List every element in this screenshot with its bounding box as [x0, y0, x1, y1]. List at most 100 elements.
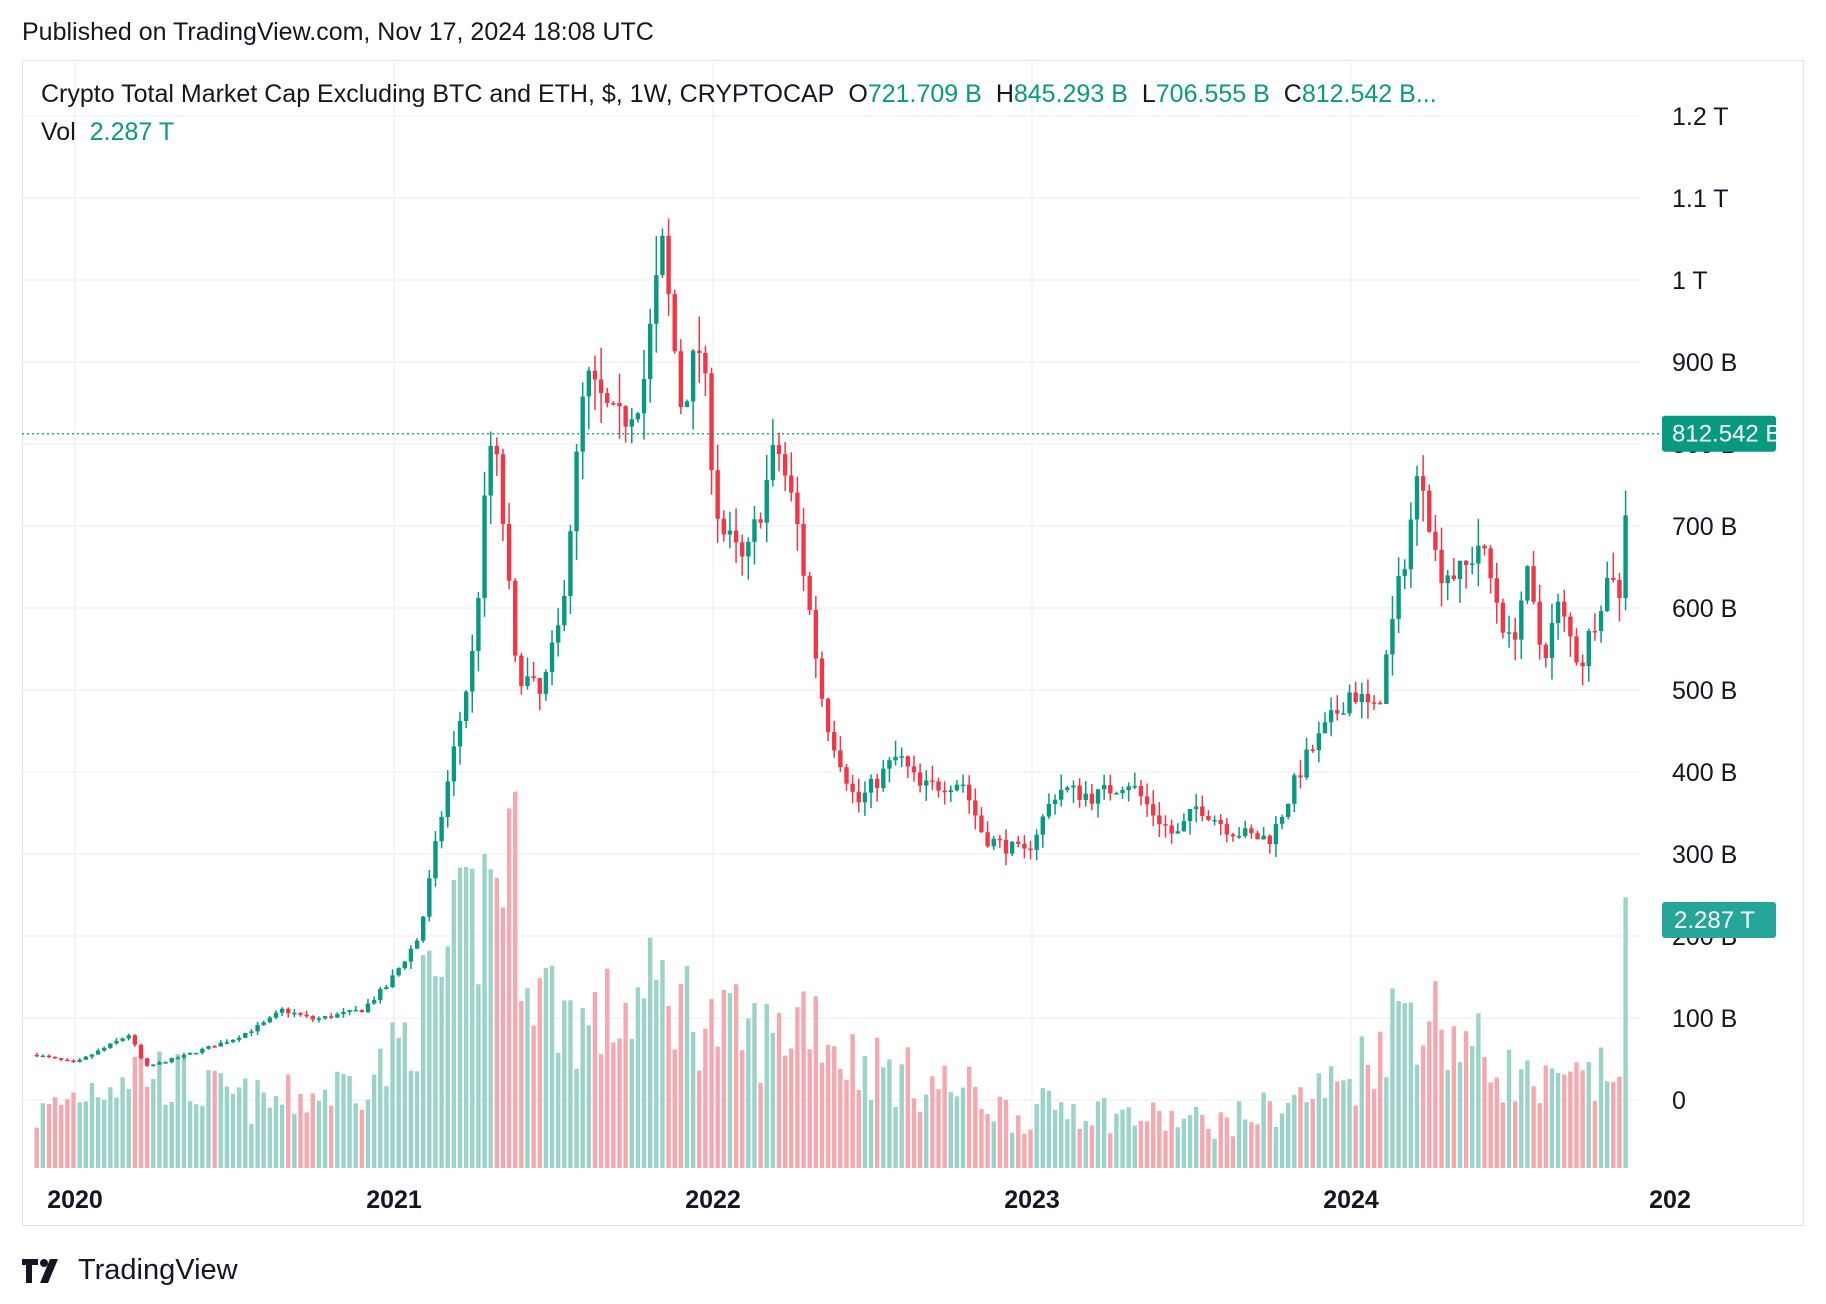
candle-body — [1009, 841, 1015, 854]
volume-bar — [1494, 1077, 1499, 1168]
candle-body — [34, 1054, 39, 1057]
candle-body — [89, 1054, 95, 1057]
volume-bar — [1169, 1110, 1174, 1168]
volume-bar — [390, 1022, 395, 1168]
volume-bar — [52, 1097, 58, 1168]
candle-body — [1108, 785, 1113, 794]
candle-body — [151, 1064, 156, 1067]
candle-body — [703, 352, 708, 374]
volume-bar — [764, 1003, 769, 1168]
volume-bar — [954, 1096, 960, 1168]
volume-bar — [660, 960, 665, 1168]
candle-body — [95, 1050, 101, 1055]
volume-bar — [402, 1022, 407, 1168]
volume-bar — [1304, 1102, 1309, 1168]
candle-body — [1175, 831, 1180, 834]
volume-bar — [623, 1002, 628, 1168]
volume-bar — [721, 990, 726, 1168]
volume-bar — [1341, 1080, 1346, 1168]
candle-body — [1040, 816, 1045, 835]
candle-body — [1519, 600, 1524, 640]
volume-bar — [267, 1107, 273, 1168]
footer[interactable]: TradingView — [22, 1254, 238, 1287]
candle-body — [421, 916, 426, 941]
candle-body — [574, 451, 579, 532]
volume-bar — [1095, 1101, 1101, 1168]
candle-body — [1138, 785, 1144, 797]
candle-body — [218, 1042, 223, 1047]
volume-bar — [776, 1012, 782, 1168]
candle-body — [1463, 560, 1469, 565]
volume-bar — [384, 1086, 389, 1168]
candle-body — [555, 625, 561, 643]
candle-body — [1243, 828, 1248, 836]
candle-body — [832, 732, 837, 751]
x-axis[interactable]: 2020 2021 2022 2023 2024 202 — [47, 1186, 1691, 1214]
candle-body — [1206, 815, 1211, 821]
volume-bar — [187, 1101, 193, 1168]
candle-body — [1457, 560, 1463, 579]
volume-bar — [71, 1092, 76, 1168]
candle-body — [623, 406, 628, 427]
volume-bar — [286, 1074, 291, 1168]
volume-bar — [1249, 1122, 1254, 1168]
candle-body — [727, 530, 733, 535]
volume-bar — [985, 1114, 990, 1168]
volume-bar — [1181, 1118, 1187, 1168]
candle-body — [328, 1016, 334, 1018]
candle-body — [654, 275, 659, 324]
volume-bar — [506, 808, 512, 1168]
volume-bar — [83, 1101, 88, 1168]
candle-body — [138, 1044, 144, 1059]
candle-body — [979, 815, 984, 833]
volume-bar — [126, 1088, 131, 1168]
candle-body — [1506, 632, 1512, 634]
candle-body — [1543, 644, 1549, 658]
volume-bar — [1292, 1094, 1297, 1168]
volume-bar — [1537, 1103, 1542, 1168]
candle-body — [1445, 575, 1450, 584]
volume-bar — [328, 1105, 334, 1168]
volume-bar — [1077, 1128, 1082, 1168]
candle-body — [666, 235, 671, 295]
volume-bar — [1255, 1124, 1260, 1168]
candle-body — [844, 767, 849, 784]
candle-body — [948, 790, 953, 793]
volume-bar — [635, 987, 641, 1168]
candle-body — [752, 519, 757, 542]
volume-bar — [770, 1033, 776, 1168]
volume-bar — [1267, 1101, 1272, 1168]
volume-bar — [733, 984, 739, 1168]
candle-body — [1500, 602, 1506, 633]
volume-bar — [470, 868, 475, 1168]
candle-body — [243, 1032, 248, 1038]
last-price-label: 812.542 B — [1672, 421, 1781, 448]
volume-bar — [1396, 1000, 1401, 1168]
volume-bar — [844, 1079, 849, 1168]
y-tick-label: 1.1 T — [1672, 185, 1729, 213]
volume-bar — [1531, 1086, 1536, 1168]
volume-bar — [200, 1105, 205, 1168]
volume-bar — [605, 968, 610, 1168]
candle-body — [887, 760, 892, 769]
candle-body — [384, 987, 389, 990]
candle-body — [1555, 601, 1561, 624]
volume-bar — [1132, 1125, 1138, 1168]
volume-bar — [218, 1073, 223, 1168]
candle-body — [1365, 693, 1371, 703]
candle-body — [789, 475, 794, 493]
volume-bar — [157, 1051, 162, 1168]
candle-body — [997, 838, 1003, 841]
volume-bar — [543, 967, 549, 1168]
volume-bar — [911, 1098, 917, 1168]
volume-bar — [353, 1103, 358, 1168]
candle-body — [1046, 803, 1052, 817]
volume-bar — [169, 1102, 174, 1168]
volume-bar — [997, 1096, 1003, 1168]
volume-bar — [151, 1078, 156, 1168]
volume-bar — [1592, 1101, 1598, 1168]
volume-bar — [261, 1092, 266, 1168]
candle-body — [1617, 579, 1622, 599]
